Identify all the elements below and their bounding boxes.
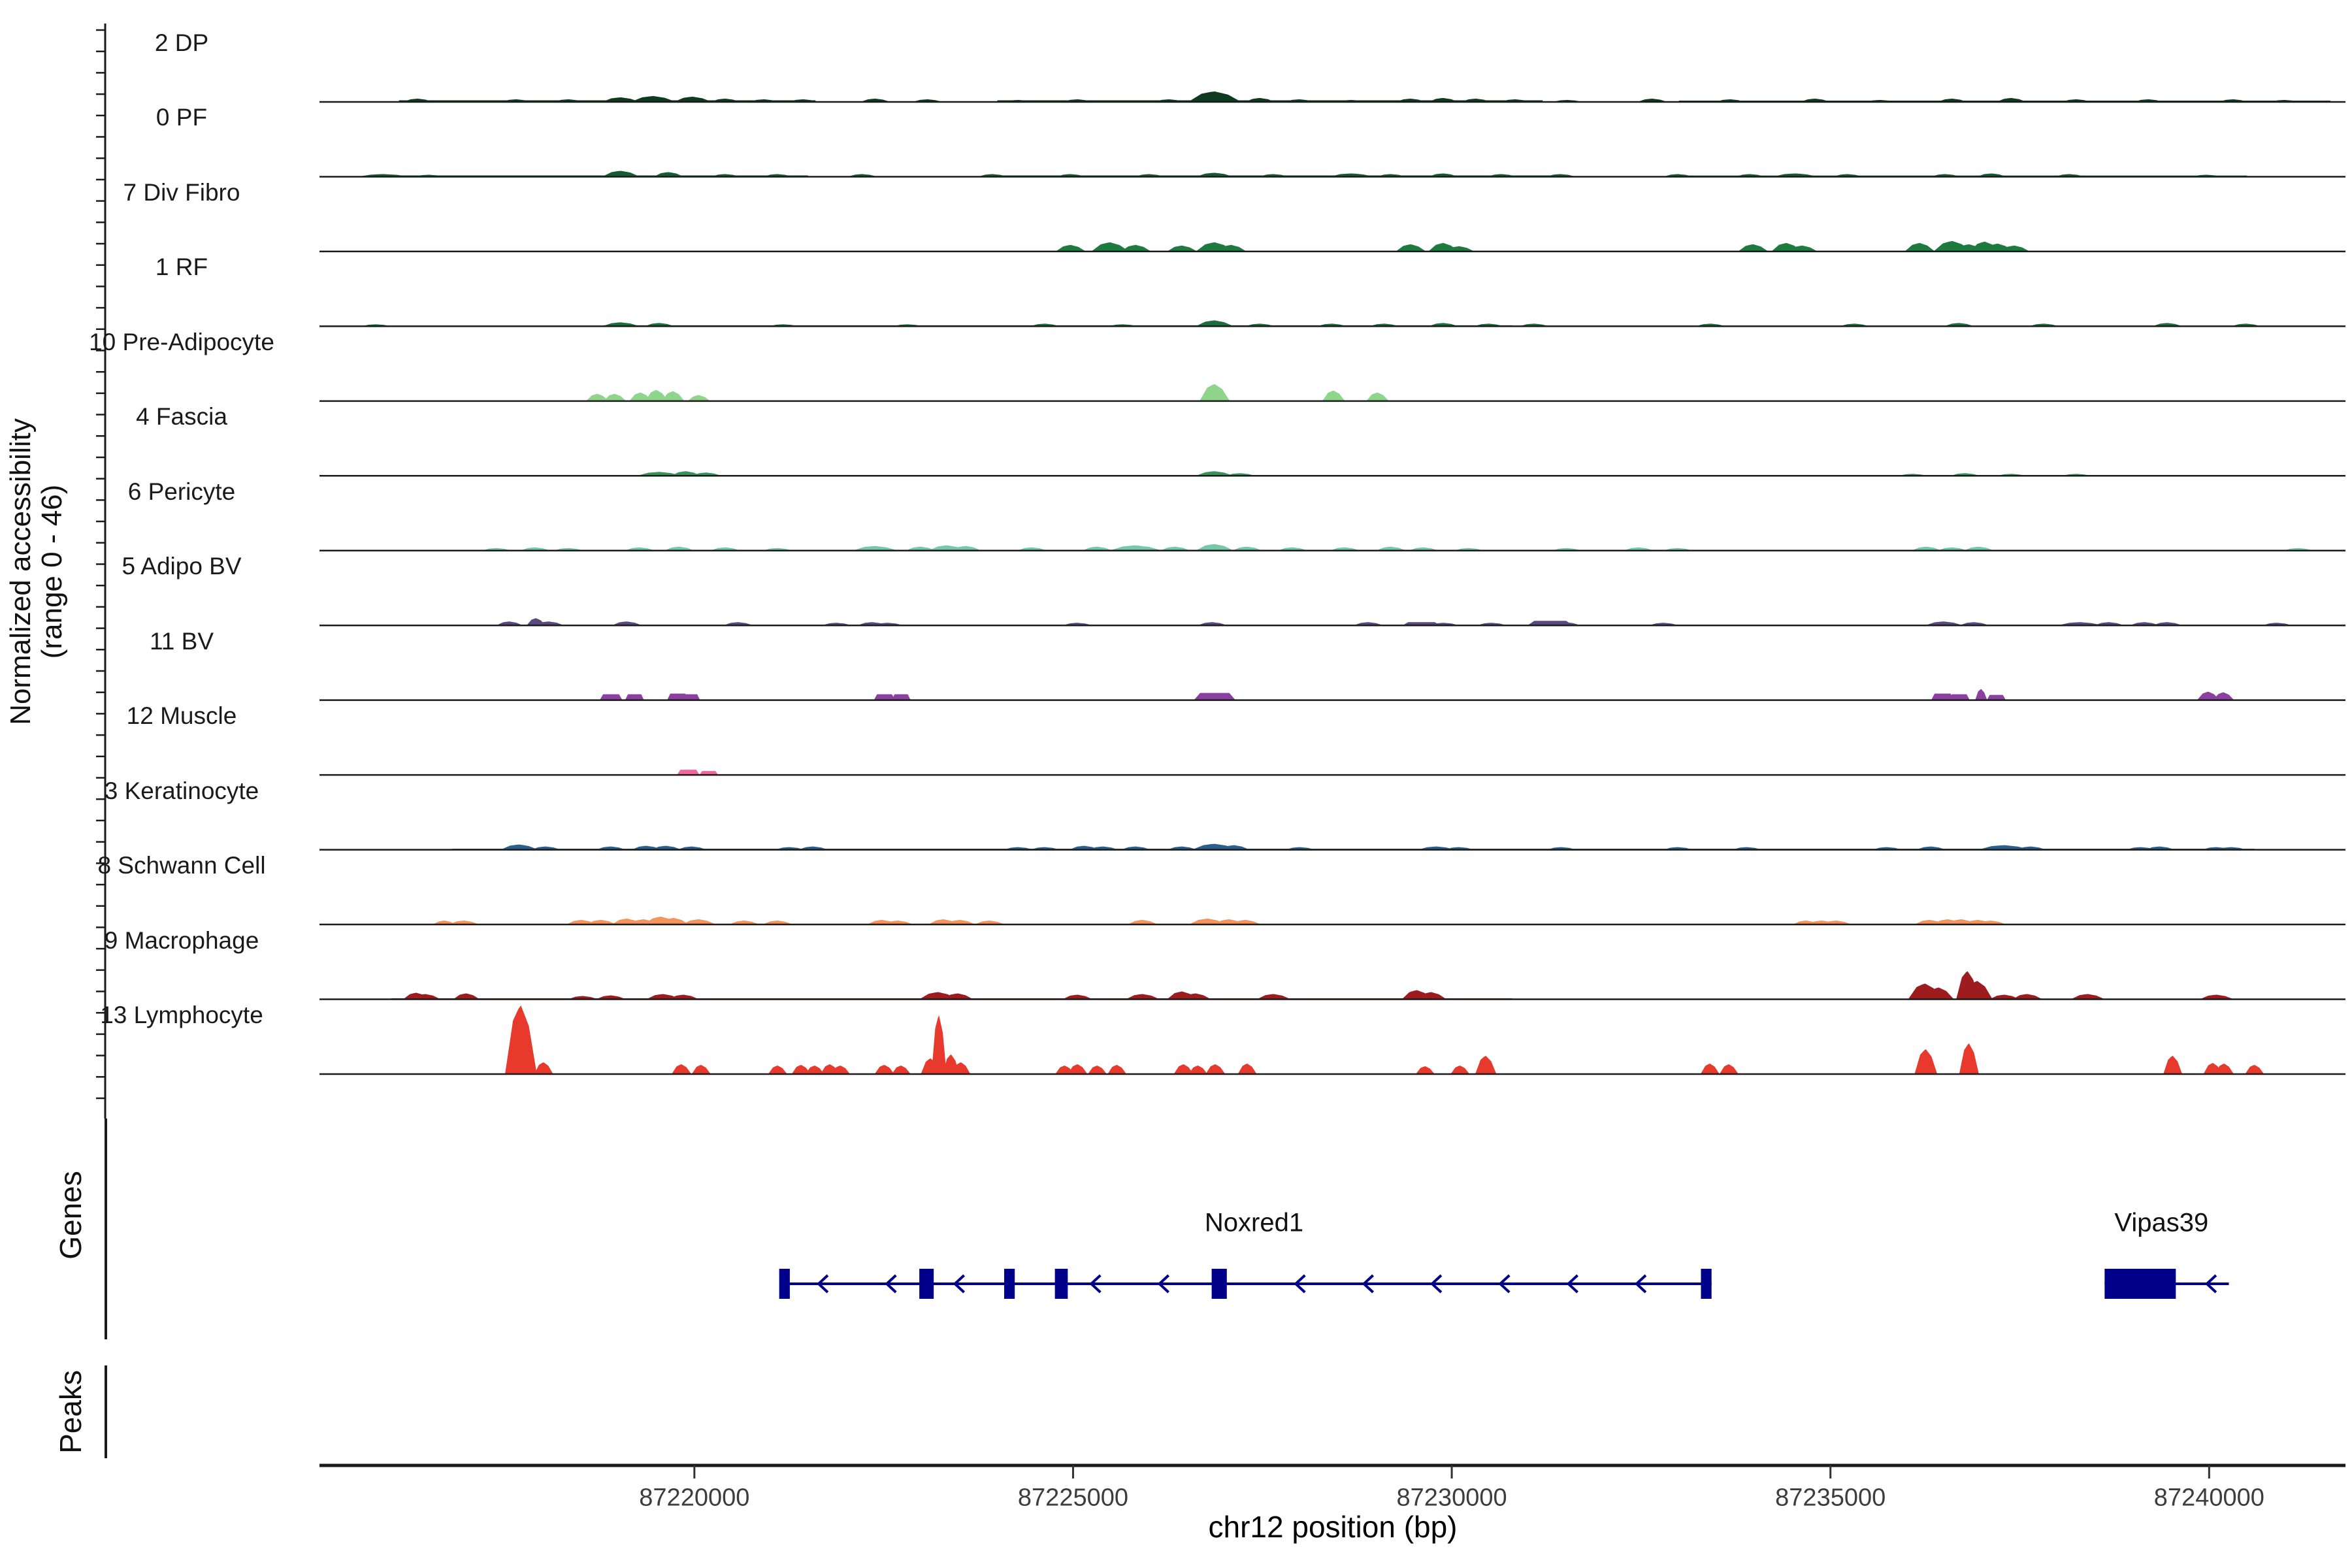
genes-section-label: Genes: [54, 1171, 88, 1260]
track-label-6-pericyte: 6 Pericyte: [127, 478, 236, 505]
x-tick-label-87235000: 87235000: [1775, 1484, 1886, 1512]
track-label-12-muscle: 12 Muscle: [126, 702, 237, 730]
x-tick-label-87230000: 87230000: [1396, 1484, 1507, 1512]
y-axis-range-label: (range 0 - 46): [36, 484, 68, 659]
track-label-11-bv: 11 BV: [149, 627, 214, 655]
x-tick-label-87220000: 87220000: [639, 1484, 750, 1512]
x-tick-label-87240000: 87240000: [2153, 1484, 2264, 1512]
track-label-3-keratinocyte: 3 Keratinocyte: [104, 777, 259, 804]
track-label-0-pf: 0 PF: [155, 104, 208, 131]
track-label-2-dp: 2 DP: [154, 29, 209, 56]
peaks-section-label: Peaks: [54, 1370, 88, 1454]
gene-label-noxred1: Noxred1: [1204, 1208, 1304, 1237]
track-label-5-adipo-bv: 5 Adipo BV: [122, 553, 242, 580]
track-label-9-macrophage: 9 Macrophage: [104, 926, 259, 954]
x-tick-label-87225000: 87225000: [1017, 1484, 1128, 1512]
track-label-8-schwann-cell: 8 Schwann Cell: [97, 852, 266, 879]
y-axis-label: Normalized accessibility: [5, 418, 37, 725]
track-label-7-div-fibro: 7 Div Fibro: [123, 178, 240, 206]
track-label-10-pre-adipocyte: 10 Pre-Adipocyte: [89, 328, 274, 355]
track-label-1-rf: 1 RF: [155, 253, 208, 281]
track-label-13-lymphocyte: 13 Lymphocyte: [100, 1001, 263, 1028]
track-label-4-fascia: 4 Fascia: [136, 403, 227, 431]
x-axis-title: chr12 position (bp): [1208, 1510, 1458, 1544]
gene-label-vipas39: Vipas39: [2114, 1208, 2209, 1237]
